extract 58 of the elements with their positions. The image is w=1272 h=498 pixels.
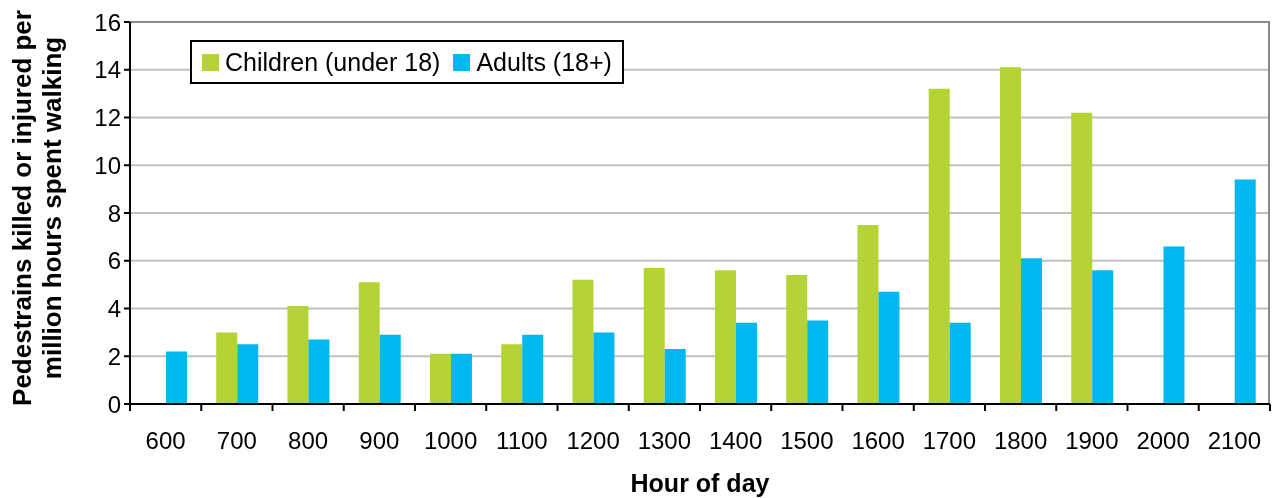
- bar: [216, 332, 238, 404]
- x-tick-label: 1100: [496, 427, 548, 454]
- x-tick-label: 1800: [993, 427, 1048, 454]
- legend-label: Adults (18+): [476, 47, 612, 77]
- x-tick-label: 2000: [1136, 427, 1190, 454]
- legend-label: Children (under 18): [225, 47, 441, 77]
- y-tick-label: 8: [107, 199, 121, 227]
- x-tick-label: 900: [359, 427, 400, 454]
- y-tick-label: 4: [107, 295, 121, 323]
- bar: [501, 344, 523, 404]
- bar: [999, 67, 1021, 404]
- bar: [1071, 112, 1093, 404]
- y-tick-label: 6: [107, 247, 121, 275]
- bar: [857, 224, 879, 404]
- y-tick-label: 2: [107, 342, 121, 370]
- y-tick-label: 14: [94, 56, 121, 84]
- x-tick-label: 1200: [566, 427, 620, 454]
- x-axis-title: Hour of day: [630, 469, 770, 497]
- bar: [949, 322, 971, 404]
- bar: [664, 349, 686, 404]
- x-tick-label: 700: [216, 427, 257, 454]
- bar: [1020, 258, 1042, 404]
- x-tick-label: 1600: [851, 427, 905, 454]
- x-tick-label: 1400: [708, 427, 763, 454]
- bar: [287, 306, 309, 404]
- bar: [786, 275, 808, 404]
- x-tick-label: 800: [288, 427, 329, 454]
- bar: [379, 334, 401, 404]
- bar: [1234, 179, 1256, 404]
- x-tick-label: 1300: [637, 427, 692, 454]
- bar: [450, 353, 472, 404]
- bar: [308, 339, 330, 404]
- y-tick-label: 16: [94, 8, 121, 36]
- bar: [165, 351, 187, 404]
- bar: [714, 270, 736, 404]
- bar: [928, 88, 950, 404]
- bar: [1092, 270, 1114, 404]
- bar: [593, 332, 615, 404]
- bar: [572, 279, 594, 404]
- y-tick-label: 0: [107, 390, 121, 418]
- y-tick-label: 12: [94, 104, 121, 132]
- bar: [643, 267, 665, 404]
- x-tick-label: 2100: [1207, 427, 1262, 454]
- x-tick-label: 1700: [922, 427, 977, 454]
- bar: [735, 322, 757, 404]
- x-tick-label: 1900: [1065, 427, 1119, 454]
- bar: [429, 353, 451, 404]
- y-axis-title: Pedestrains killed or injured per million hours spent walking: [7, 10, 67, 406]
- x-tick-label: 600: [145, 427, 186, 454]
- bar: [522, 334, 544, 404]
- x-tick-label: 1000: [423, 427, 478, 454]
- bar: [1163, 246, 1185, 404]
- bar: [807, 320, 829, 404]
- x-tick-label: 1500: [780, 427, 834, 454]
- bar: [878, 291, 900, 404]
- y-tick-label: 10: [94, 151, 121, 179]
- bar: [237, 344, 259, 404]
- bar: [358, 282, 380, 404]
